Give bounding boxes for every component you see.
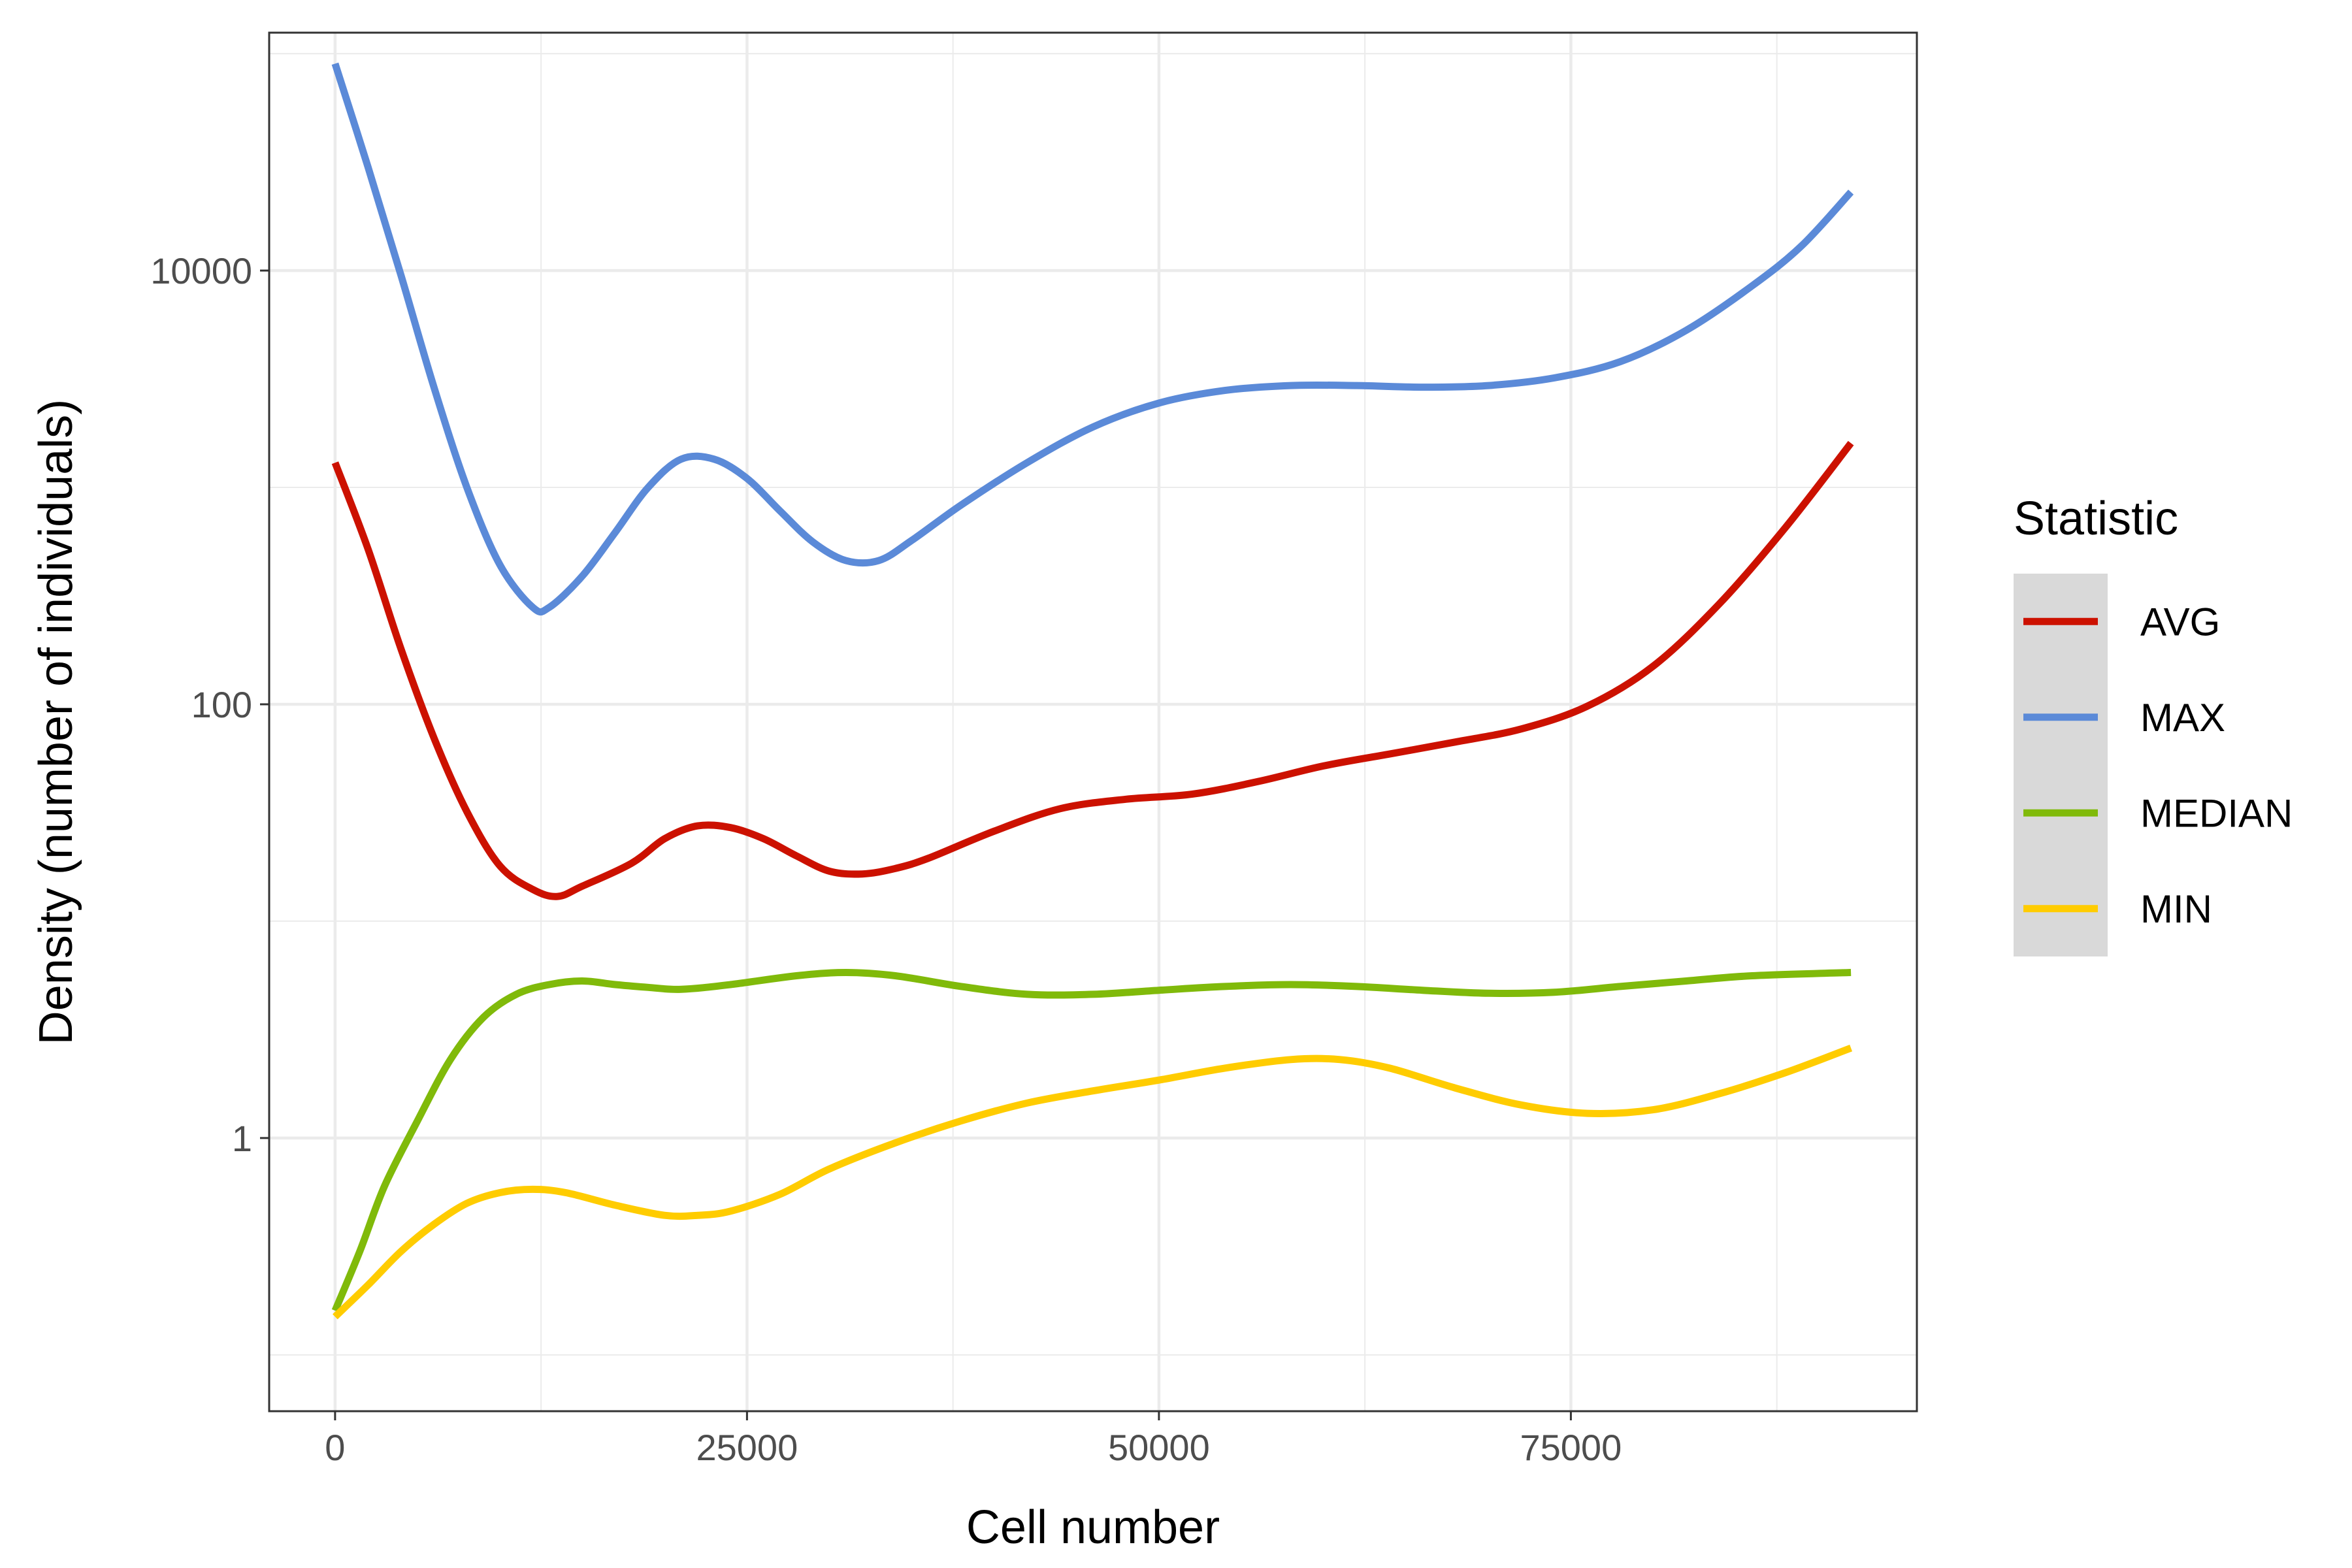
y-axis: 1 100 10000 xyxy=(150,250,269,1159)
series-line-min xyxy=(333,1044,1853,1320)
legend-label-max: MAX xyxy=(2140,696,2225,740)
x-axis: 0 25000 50000 75000 xyxy=(325,1411,1622,1468)
grid-minor xyxy=(269,33,1917,1411)
legend-title: Statistic xyxy=(2014,493,2178,545)
series-layer xyxy=(331,62,1854,1320)
legend-label-min: MIN xyxy=(2140,887,2212,931)
y-axis-title: Density (number of individuals) xyxy=(30,399,82,1045)
legend-label-median: MEDIAN xyxy=(2140,791,2293,835)
legend-label-avg: AVG xyxy=(2140,600,2220,644)
legend-items: AVG MAX MEDIAN MIN xyxy=(2023,600,2293,931)
plot-background xyxy=(269,33,1917,1411)
y-tick-label: 1 xyxy=(232,1118,252,1159)
x-tick-label: 0 xyxy=(325,1427,345,1468)
series-line-max xyxy=(331,62,1854,616)
x-axis-title: Cell number xyxy=(966,1501,1220,1554)
x-tick-label: 75000 xyxy=(1520,1427,1622,1468)
legend: Statistic AVG MAX MEDIAN MIN xyxy=(2014,493,2293,956)
series-line-median xyxy=(331,969,1852,1313)
series-line-avg xyxy=(331,440,1854,900)
grid-major xyxy=(269,33,1917,1411)
y-tick-label: 10000 xyxy=(150,250,252,291)
legend-key-background xyxy=(2014,574,2108,956)
y-tick-label: 100 xyxy=(191,684,252,725)
x-tick-label: 50000 xyxy=(1108,1427,1210,1468)
plot-panel-border xyxy=(268,31,1918,1413)
x-tick-label: 25000 xyxy=(696,1427,798,1468)
